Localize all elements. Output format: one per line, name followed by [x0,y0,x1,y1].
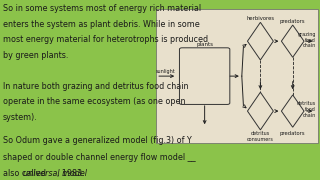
Text: system).: system). [3,113,37,122]
Text: grazing
food
chain: grazing food chain [298,32,316,48]
Text: shaped or double channel energy flow model __: shaped or double channel energy flow mod… [3,153,195,162]
Text: detritus
consumers: detritus consumers [247,131,274,142]
Text: universal model: universal model [23,169,87,178]
Text: by green plants.: by green plants. [3,51,68,60]
Text: most energy material for heterotrophs is produced: most energy material for heterotrophs is… [3,35,208,44]
Text: also called: also called [3,169,48,178]
Text: , 1983.: , 1983. [57,169,84,178]
Text: herbivores: herbivores [246,16,275,21]
Text: In nature both grazing and detritus food chain: In nature both grazing and detritus food… [3,82,188,91]
Text: operate in the same ecosystem (as one open: operate in the same ecosystem (as one op… [3,97,185,106]
Text: predators: predators [280,131,306,136]
Text: sunlight: sunlight [156,69,176,74]
FancyBboxPatch shape [156,9,318,143]
Text: So Odum gave a generalized model (fig.3) of Y: So Odum gave a generalized model (fig.3)… [3,136,191,145]
Text: detritus
food
chain: detritus food chain [297,101,316,118]
Text: plants: plants [196,42,213,48]
Text: So in some systems most of energy rich material: So in some systems most of energy rich m… [3,4,201,14]
Text: enters the system as plant debris. While in some: enters the system as plant debris. While… [3,20,199,29]
Text: predators: predators [280,19,306,24]
